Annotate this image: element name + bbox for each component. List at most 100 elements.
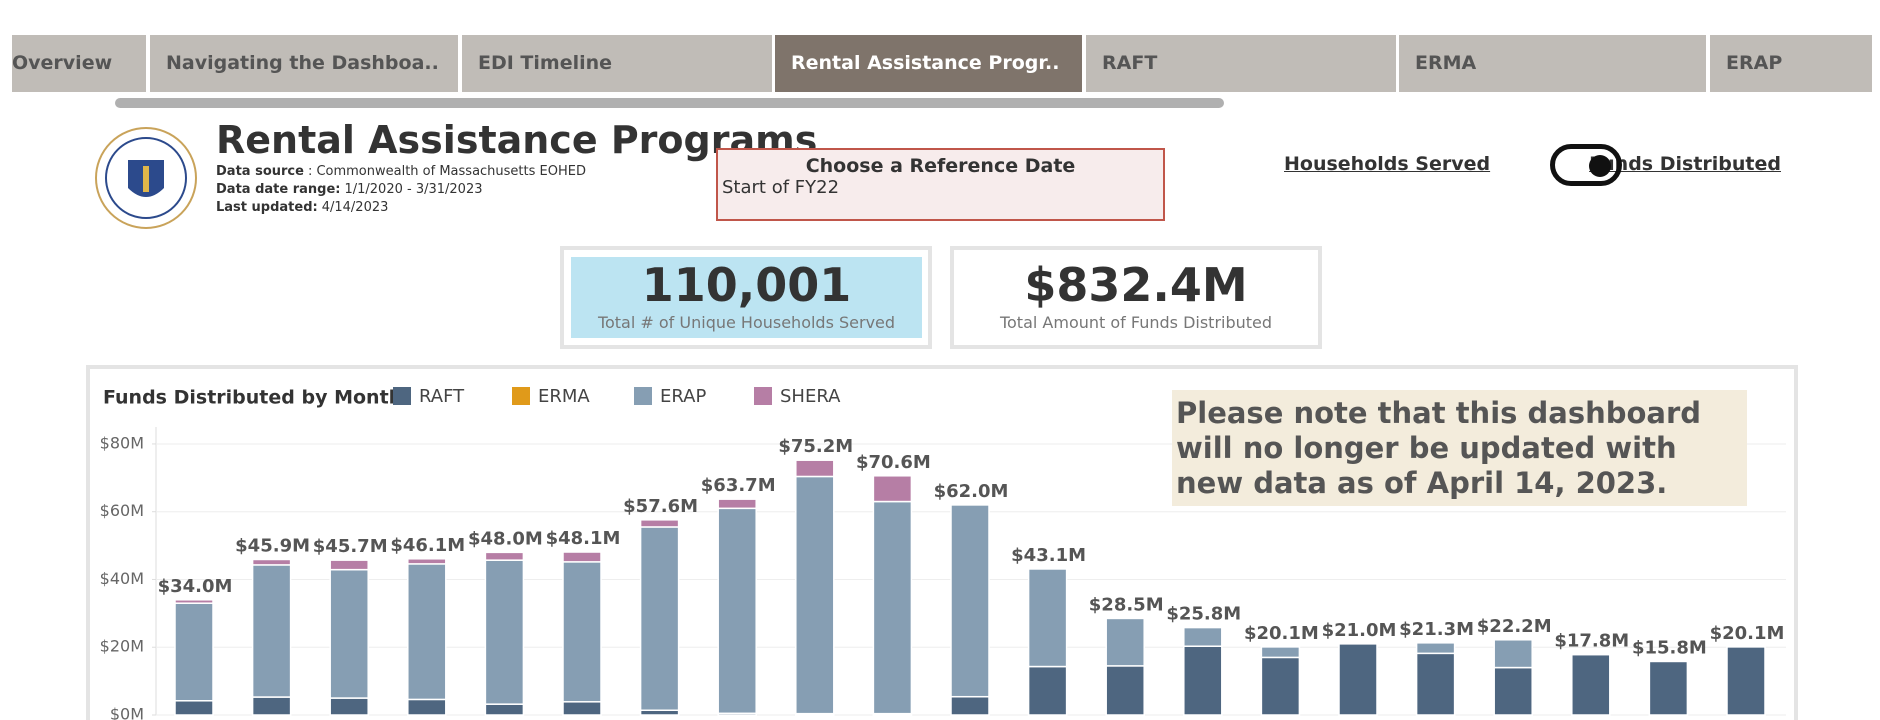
- state-seal: [95, 127, 197, 229]
- kpi-value: $832.4M: [1024, 258, 1248, 312]
- meta-block: Data source: Commonwealth of Massachuset…: [216, 163, 586, 217]
- bar-segment: [639, 526, 680, 712]
- bar-segment: [639, 519, 680, 528]
- bar-segment: [329, 697, 369, 716]
- bar-segment: [872, 500, 913, 715]
- bar-segment: [174, 602, 214, 702]
- tab[interactable]: Overview: [12, 35, 146, 92]
- bar-segment: [1027, 568, 1068, 668]
- bar-segment: [329, 559, 369, 571]
- scrollbar[interactable]: [115, 98, 1224, 108]
- meta-row: Last updated: 4/14/2023: [216, 199, 586, 217]
- tab[interactable]: ERMA: [1399, 35, 1706, 92]
- bar-segment: [1105, 617, 1145, 667]
- tab[interactable]: RAFT: [1086, 35, 1396, 92]
- legend-label: ERAP: [660, 386, 706, 407]
- bar-segment: [407, 563, 447, 701]
- tab[interactable]: Navigating the Dashboa..: [150, 35, 458, 92]
- total-label: $21.3M: [1399, 619, 1474, 640]
- total-label: $17.8M: [1554, 631, 1629, 652]
- y-tick-label: $60M: [100, 501, 144, 520]
- bar-segment: [407, 698, 447, 716]
- bar-segment: [251, 558, 292, 566]
- toggle-knob: [1589, 155, 1611, 177]
- total-label: $43.1M: [1011, 545, 1086, 566]
- bar-segment: [1027, 665, 1068, 716]
- bar-segment: [1260, 656, 1301, 716]
- bar-segment: [484, 551, 525, 561]
- bar-segment: [1571, 653, 1611, 716]
- bar-segment: [1415, 642, 1456, 655]
- toggle-left-label[interactable]: Households Served: [1284, 153, 1491, 175]
- total-label: $48.1M: [546, 528, 621, 549]
- bar-segment: [1260, 646, 1301, 659]
- total-label: $20.1M: [1710, 623, 1785, 644]
- total-label: $63.7M: [701, 475, 776, 496]
- y-tick-label: $40M: [100, 569, 144, 588]
- bar-segment: [484, 703, 525, 716]
- filter-label: Choose a Reference Date: [805, 155, 1076, 177]
- bar-segment: [1183, 626, 1223, 647]
- legend-swatch: [393, 387, 411, 405]
- tab[interactable]: ERAP: [1710, 35, 1872, 92]
- bar-segment: [407, 558, 447, 565]
- bar-segment: [1415, 652, 1456, 716]
- total-label: $75.2M: [778, 436, 853, 457]
- tab[interactable]: Rental Assistance Progr..: [775, 35, 1082, 92]
- kpi-label: Total Amount of Funds Distributed: [999, 313, 1273, 332]
- bar-segment: [795, 475, 835, 715]
- total-label: $62.0M: [934, 481, 1009, 502]
- bar-segment: [1726, 646, 1766, 716]
- total-label: $15.8M: [1632, 637, 1707, 658]
- kpi-label: Total # of Unique Households Served: [597, 313, 896, 332]
- bar-segment: [1105, 665, 1145, 716]
- total-label: $34.0M: [158, 576, 233, 597]
- legend-label: ERMA: [538, 386, 590, 407]
- legend-swatch: [634, 387, 652, 405]
- meta-value: 4/14/2023: [321, 200, 389, 215]
- legend-swatch: [512, 387, 530, 405]
- bar-segment: [1648, 660, 1689, 716]
- toggle-switch[interactable]: [1550, 144, 1622, 186]
- y-tick-label: $0M: [110, 705, 144, 720]
- total-label: $45.9M: [235, 535, 310, 556]
- meta-label: Data source: [216, 164, 304, 179]
- total-label: $21.0M: [1322, 620, 1397, 641]
- meta-row: Data date range: 1/1/2020 - 3/31/2023: [216, 181, 586, 199]
- total-label: $46.1M: [390, 535, 465, 556]
- tab[interactable]: EDI Timeline: [462, 35, 772, 92]
- meta-value: : Commonwealth of Massachusetts EOHED: [307, 164, 586, 179]
- total-label: $70.6M: [856, 452, 931, 473]
- meta-row: Data source: Commonwealth of Massachuset…: [216, 163, 586, 181]
- reference-date-filter[interactable]: Choose a Reference Date Start of FY22: [716, 148, 1165, 221]
- bar-segment: [717, 498, 757, 510]
- bar-segment: [562, 701, 602, 716]
- meta-value: 1/1/2020 - 3/31/2023: [344, 182, 483, 197]
- y-tick-label: $20M: [100, 637, 144, 656]
- legend-label: RAFT: [419, 386, 465, 407]
- toggle-right-label[interactable]: Funds Distributed: [1589, 153, 1781, 175]
- bar-segment: [562, 551, 602, 563]
- total-label: $48.0M: [468, 528, 543, 549]
- kpi-card: $832.4M Total Amount of Funds Distribute…: [950, 246, 1322, 349]
- legend-label: SHERA: [780, 386, 841, 407]
- meta-label: Last updated:: [216, 200, 318, 215]
- total-label: $20.1M: [1244, 623, 1319, 644]
- bar-segment: [251, 564, 292, 698]
- bar-segment: [174, 700, 214, 716]
- bar-segment: [329, 568, 369, 699]
- legend-swatch: [754, 387, 772, 405]
- bar-segment: [1493, 639, 1533, 669]
- notice: Please note that this dashboard will no …: [1172, 390, 1747, 506]
- bar-segment: [1338, 643, 1378, 716]
- total-label: $22.2M: [1477, 616, 1552, 637]
- bar-segment: [1183, 645, 1223, 716]
- bar-segment: [484, 559, 525, 705]
- filter-value: Start of FY22: [722, 177, 840, 198]
- bar-segment: [872, 475, 913, 503]
- chart-title: Funds Distributed by Month: [103, 387, 402, 409]
- total-label: $25.8M: [1166, 604, 1241, 625]
- bar-segment: [174, 599, 214, 604]
